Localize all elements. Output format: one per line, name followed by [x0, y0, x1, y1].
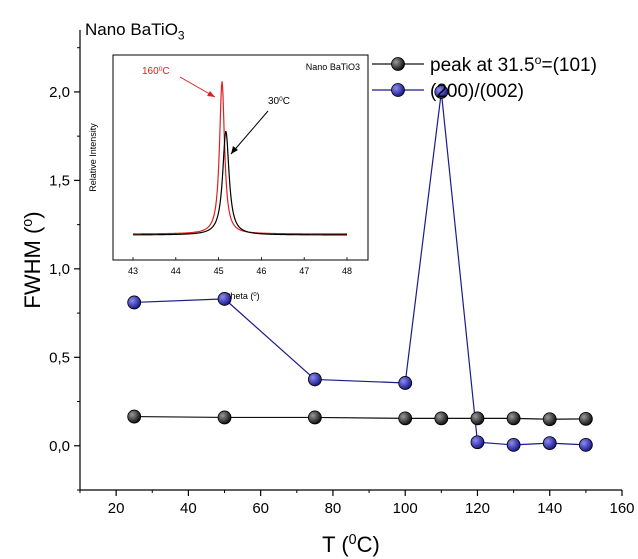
inset-x-tick-label: 43	[128, 266, 138, 276]
legend-label-0-post: =(101)	[541, 55, 596, 76]
series-0-point	[217, 410, 232, 425]
legend-marker-1	[391, 83, 405, 97]
inset-label-high-temp-sup: 0	[159, 66, 163, 73]
series-1-point	[398, 376, 413, 390]
inset-x-axis-label-post: )	[257, 291, 260, 301]
x-tick-label: 20	[108, 500, 125, 517]
x-axis-label-post: C)	[357, 532, 380, 557]
series-1-point	[470, 435, 485, 450]
y-axis-label-sup: o	[20, 219, 36, 227]
inset-x-tick-label: 47	[299, 266, 309, 276]
chart-title-sub: 3	[177, 28, 185, 43]
y-axis-label-post: )	[20, 211, 45, 218]
x-tick-label: 120	[465, 500, 490, 517]
series-1-point	[127, 295, 142, 310]
series-0-point	[434, 411, 449, 426]
legend: peak at 31.5o=(101) (200)/(002)	[372, 53, 597, 102]
series-1-point	[578, 437, 593, 452]
legend-marker-0	[391, 57, 405, 71]
y-tick-label: 0,5	[49, 349, 70, 366]
inset-peak-low-temp	[133, 130, 347, 236]
inset-y-axis-label: Relative Intensity	[88, 123, 98, 192]
y-tick-label: 2,0	[49, 84, 70, 101]
inset-x-tick-label: 46	[256, 266, 266, 276]
inset-x-tick-label: 44	[171, 266, 181, 276]
series-0-point	[307, 410, 322, 425]
series-group	[127, 85, 593, 452]
x-axis-label-sup: 0	[349, 532, 357, 548]
x-tick-label: 160	[609, 500, 634, 517]
inset-arrowhead-high-temp	[207, 91, 215, 97]
y-tick-label: 1,0	[49, 261, 70, 278]
inset-title: Nano BaTiO3	[306, 62, 360, 72]
legend-label-0-pre: peak at 31.5	[430, 55, 535, 76]
series-0-point	[470, 411, 485, 426]
x-tick-label: 60	[252, 500, 269, 517]
legend-label-0: peak at 31.5o=(101)	[430, 53, 597, 76]
inset-x-tick-label: 45	[214, 266, 224, 276]
series-1-point	[307, 372, 322, 387]
series-1-point	[542, 436, 557, 451]
inset-label-low-temp-pre: 30	[268, 96, 280, 107]
inset-x-tick-label: 48	[342, 266, 352, 276]
x-tick-label: 40	[180, 500, 197, 517]
inset-x-axis-label-pre: 2 theta (	[220, 291, 253, 301]
chart-title: Nano BaTiO3	[85, 20, 185, 42]
x-tick-label: 100	[393, 500, 418, 517]
inset-label-high-temp-post: C	[162, 66, 169, 77]
series-0-point	[506, 411, 521, 426]
y-axis-label: FWHM (o)	[20, 211, 45, 308]
x-tick-label: 140	[537, 500, 562, 517]
x-tick-label: 80	[325, 500, 342, 517]
inset-label-low-temp-post: C	[283, 96, 290, 107]
series-0-point	[398, 411, 413, 426]
legend-label-0-sup: o	[535, 53, 542, 67]
inset-label-high-temp-pre: 160	[142, 66, 159, 77]
inset-arrow-low-temp	[230, 110, 269, 155]
inset-frame	[112, 54, 369, 261]
y-tick-label: 0,0	[49, 438, 70, 455]
y-tick-label: 1,5	[49, 172, 70, 189]
legend-label-1: (200)/(002)	[430, 81, 524, 102]
x-axis-label-pre: T (	[322, 532, 349, 557]
series-1-point	[434, 85, 449, 99]
inset-label-low-temp: 300C	[268, 96, 290, 108]
series-1-point	[217, 292, 232, 306]
series-0-point	[127, 409, 142, 424]
series-0-point	[542, 412, 557, 427]
chart-title-base: Nano BaTiO	[85, 20, 178, 39]
y-axis-label-pre: FWHM (	[20, 226, 45, 309]
inset-x-axis-label-sup: 0	[253, 292, 257, 298]
series-1-point	[506, 437, 521, 452]
inset-label-low-temp-sup: 0	[279, 96, 283, 103]
series-0-point	[578, 411, 593, 426]
inset-x-axis-label: 2 theta (0)	[220, 291, 259, 301]
inset-label-high-temp: 1600C	[142, 66, 170, 78]
inset-chart: 43 44 45 46 47 482 theta (0)Relative Intensit…	[88, 54, 369, 301]
x-axis-label: T (0C)	[322, 532, 380, 557]
axes: 20 40 60 80 100 120 140 1600,00,51,01,52,0T (0C…	[20, 30, 635, 557]
inset-peak-high-temp	[132, 81, 347, 235]
inset-arrowhead-low-temp	[231, 146, 238, 154]
